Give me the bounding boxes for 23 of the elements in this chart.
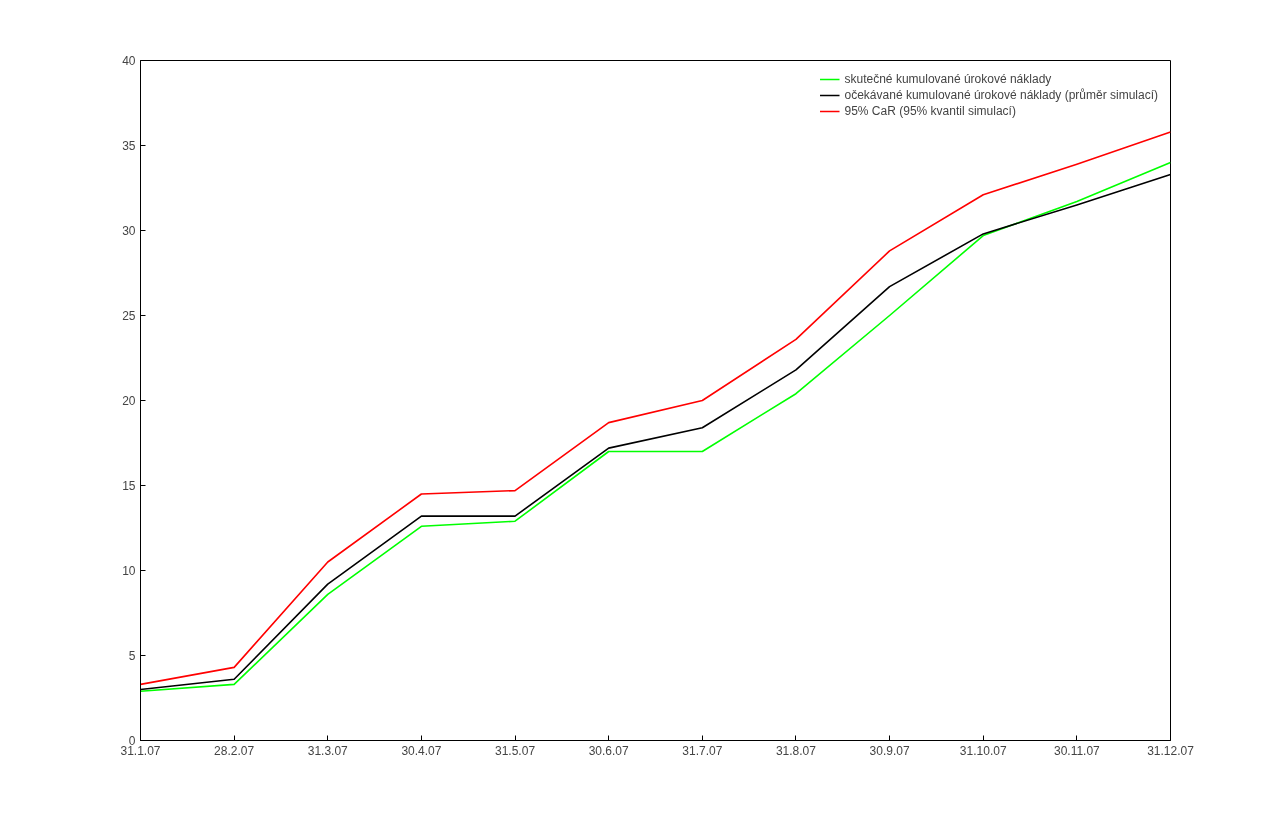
y-tick-label: 30 — [122, 224, 136, 238]
y-tick-label: 25 — [122, 309, 136, 323]
y-tick-label: 40 — [122, 54, 136, 68]
x-tick-label: 28.2.07 — [214, 743, 255, 758]
y-tick-label: 10 — [122, 564, 136, 578]
x-tick-label: 31.12.07 — [1147, 743, 1195, 758]
x-tick-label: 30.4.07 — [401, 743, 442, 758]
y-tick-label: 20 — [122, 394, 136, 408]
x-tick-label: 31.3.07 — [307, 743, 349, 758]
x-tick-label: 31.7.07 — [682, 743, 723, 758]
y-tick-label: 15 — [122, 479, 136, 493]
legend-label: 95% CaR (95% kvantil simulací) — [844, 104, 1016, 118]
x-tick-label: 30.6.07 — [588, 743, 630, 758]
x-tick-label: 31.5.07 — [495, 743, 536, 758]
y-tick-label: 5 — [128, 649, 136, 663]
y-tick-label: 0 — [128, 734, 136, 748]
x-tick-label: 31.8.07 — [775, 743, 817, 758]
legend-label: skutečné kumulované úrokové náklady — [844, 72, 1052, 86]
x-tick-label: 31.10.07 — [959, 743, 1007, 758]
y-tick-label: 35 — [122, 139, 136, 153]
x-tick-label: 30.9.07 — [869, 743, 910, 758]
legend-label: očekávané kumulované úrokové náklady (průměr simulací) — [844, 88, 1158, 102]
x-tick-label: 30.11.07 — [1053, 743, 1101, 758]
